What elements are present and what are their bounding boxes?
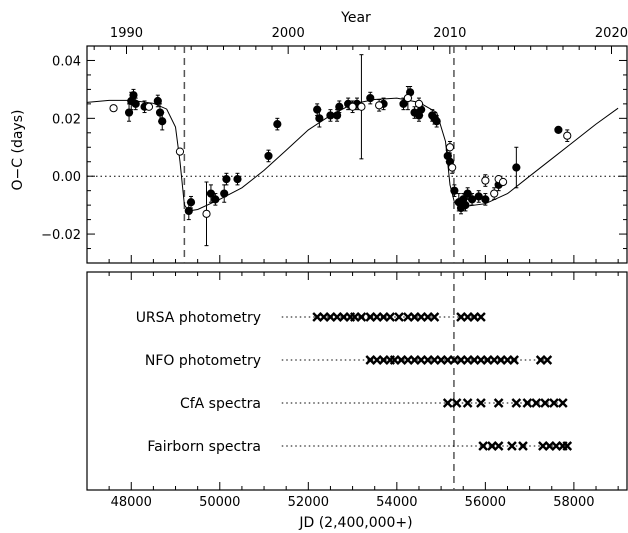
observation-marker [462,398,473,408]
timing-point-filled [124,108,134,117]
observation-marker [557,398,568,408]
observation-marker [507,441,517,451]
timing-point-filled [467,195,477,204]
row-label: CfA spectra [180,396,261,412]
row-label: Fairborn spectra [147,439,261,455]
timing-point-open [348,102,357,111]
observation-marker [476,398,486,408]
timing-point-filled [432,117,441,126]
observation-marker [429,312,440,322]
observation-marker [522,398,533,408]
timing-point-open [414,99,424,108]
timing-point-filled [366,93,375,103]
observation-marker [493,441,504,451]
timing-point-open [109,104,118,113]
year-axis-label: Year [340,10,371,26]
observation-marker [442,398,453,408]
timing-point-open [144,102,154,111]
observation-marker [518,441,528,451]
x-tick-label: 58000 [553,495,594,510]
observation-marker [394,312,404,322]
timing-point-filled [326,111,335,120]
year-tick-label: 2000 [272,26,305,41]
observation-marker [509,355,519,365]
x-tick-label: 50000 [199,495,240,510]
timing-point-filled [264,151,273,161]
observation-marker [478,441,488,451]
x-tick-label: 56000 [465,495,506,510]
observation-marker [542,355,553,365]
observation-marker [549,398,559,408]
observation-marker [493,398,504,408]
timing-point-open [357,102,366,111]
model-curve [86,97,619,212]
timing-point-open [490,189,499,198]
bottom-plot-frame [86,271,628,491]
year-tick-label: 1990 [110,26,143,41]
timing-point-filled [220,189,229,198]
timing-point-filled [131,99,140,108]
timing-point-filled [315,114,324,123]
y-tick-label: 0.00 [52,170,81,185]
timing-point-filled [186,198,196,207]
timing-point-filled [153,96,162,106]
x-tick-label: 48000 [111,495,152,510]
observation-marker [356,312,367,322]
timing-point-open [375,101,384,110]
timing-point-filled [474,192,483,201]
x-axis-label: JD (2,400,000+) [298,515,412,531]
timing-point-open [403,93,413,103]
timing-point-open [448,163,457,172]
timing-point-filled [222,174,231,184]
year-tick-label: 2020 [595,26,628,41]
timing-point-filled [554,125,563,135]
observation-marker [451,398,462,408]
x-tick-label: 52000 [288,495,329,510]
timing-point-open [202,209,211,218]
timing-point-filled [184,206,193,216]
timing-point-filled [450,186,459,195]
y-tick-label: 0.04 [52,54,81,69]
timing-point-filled [129,91,138,100]
timing-point-filled [399,99,408,108]
timing-point-filled [512,163,521,172]
timing-point-filled [335,102,344,111]
oc-panel: 1990 2000 2010 2020 −0.02 0.00 0.02 0.04 [41,26,628,264]
timing-point-filled [461,201,470,210]
timing-point-filled [211,195,220,204]
observation-marker [531,398,542,408]
timing-point-open [481,176,490,185]
y-tick-label: −0.02 [41,228,81,243]
observation-marker [562,441,573,451]
timing-point-open [445,143,455,152]
observation-marker [511,398,522,408]
timing-point-filled [233,174,242,184]
year-tick-label: 2010 [433,26,466,41]
observation-marker [540,398,550,408]
timing-point-filled [332,111,342,120]
timing-point-filled [158,117,167,126]
y-tick-label: 0.02 [52,112,81,127]
observation-marker [476,312,486,322]
observations-panel: 48000 50000 52000 54000 56000 58000 URSA photo… [86,271,628,510]
timing-point-open [563,131,572,140]
row-label: URSA photometry [136,310,261,326]
timing-point-open [175,147,185,156]
x-tick-label: 54000 [376,495,417,510]
timing-point-filled [481,195,490,204]
top-plot-frame [86,45,628,264]
timing-point-open [498,177,508,187]
y-axis-label: O−C (days) [10,110,26,191]
row-label: NFO photometry [145,353,261,369]
timing-point-filled [273,120,282,129]
observation-marker [385,312,396,322]
